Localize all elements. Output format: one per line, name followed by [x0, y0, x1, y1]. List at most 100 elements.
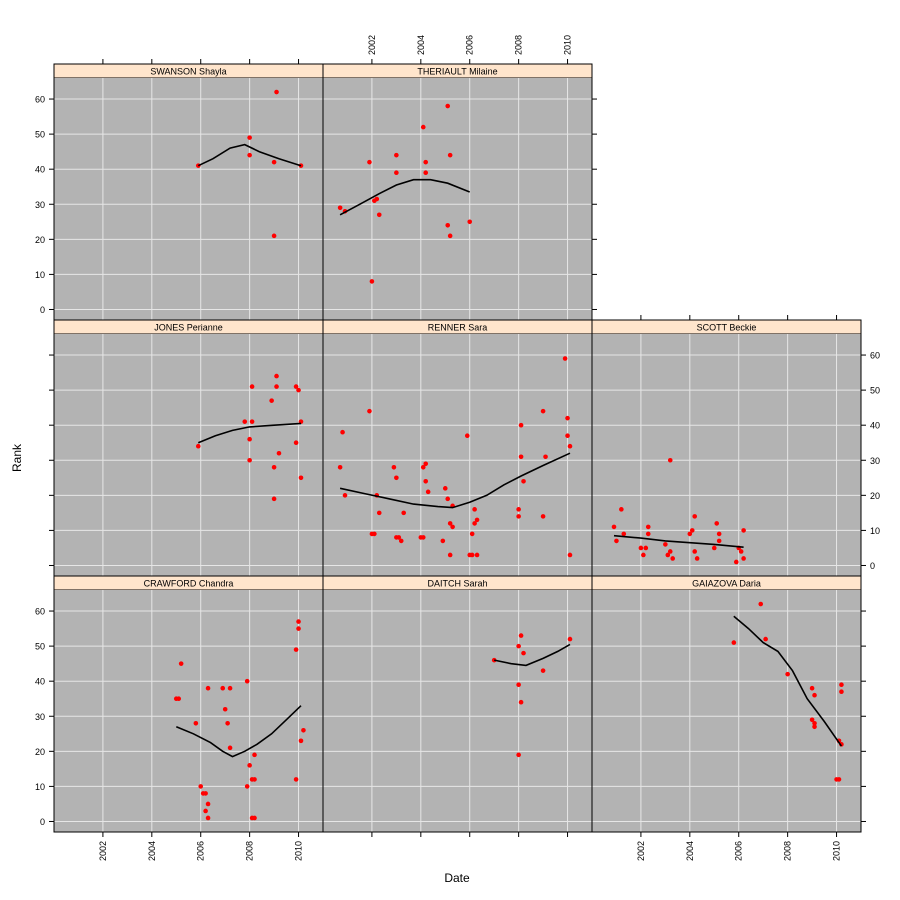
x-tick-label: 2008 [783, 841, 793, 861]
data-point [731, 640, 737, 645]
panel-title: CRAWFORD Chandra [144, 579, 234, 589]
data-point [516, 507, 521, 512]
data-point [420, 124, 426, 130]
y-tick-label: 10 [35, 782, 45, 792]
data-point [645, 524, 651, 530]
axes-layer: 0 10 20 30 40 50 60 0 10 20 30 40 50 60 0 10 20 30 40 50 60 2… [35, 35, 880, 861]
data-point [641, 552, 646, 558]
data-point [716, 531, 722, 537]
y-tick-label: 40 [35, 165, 45, 175]
smooth-line [494, 643, 571, 667]
y-tick-label: 30 [35, 712, 45, 722]
data-point [445, 103, 451, 109]
panel-title: THERIAULT Milaine [417, 67, 497, 77]
data-point [741, 556, 746, 561]
data-point [227, 685, 233, 691]
data-point [271, 496, 277, 502]
x-axis-col-2 [640, 315, 838, 320]
panel-title: DAITCH Sarah [427, 579, 487, 589]
data-point [645, 531, 651, 537]
y-tick-label: 20 [870, 491, 880, 501]
y-axis-row-0 [592, 98, 597, 310]
data-point [614, 538, 619, 544]
data-point [812, 724, 817, 730]
data-point [423, 159, 429, 165]
data-point [450, 524, 455, 530]
data-point [445, 496, 451, 502]
data-point [398, 538, 404, 544]
x-axis-col-2: 2002 2004 2006 2008 2010 [636, 832, 842, 861]
data-point [423, 170, 429, 175]
x-axis-col-1 [371, 832, 569, 837]
data-point [474, 517, 480, 523]
data-point [839, 682, 844, 687]
panel-background [592, 334, 861, 576]
x-tick-label: 2002 [98, 841, 108, 861]
data-point [521, 479, 526, 484]
data-point [376, 510, 382, 516]
y-tick-label: 50 [870, 386, 880, 396]
data-point [540, 514, 546, 519]
data-point [337, 205, 343, 211]
data-point [711, 545, 717, 551]
panel-background [323, 78, 592, 320]
panel-background [592, 590, 861, 832]
panel-background [323, 590, 592, 832]
data-point [203, 808, 208, 814]
data-point [839, 689, 844, 695]
x-tick-label: 2006 [465, 35, 475, 55]
data-point [205, 801, 211, 807]
x-tick-label: 2004 [685, 841, 695, 861]
smooth-line [175, 705, 302, 758]
y-tick-label: 60 [870, 351, 880, 361]
panel-5: CRAWFORD Chandra [53, 575, 324, 833]
panel-6: DAITCH Sarah [322, 575, 593, 833]
data-point [247, 135, 252, 140]
y-axis-row-2 [861, 610, 866, 822]
data-point [247, 436, 252, 442]
data-point [611, 524, 617, 530]
y-tick-label: 0 [870, 561, 875, 571]
data-point [376, 212, 382, 218]
data-point [274, 89, 279, 95]
data-point [491, 657, 497, 663]
panel-4: SCOTT Beckie [591, 319, 862, 577]
x-tick-label: 2010 [294, 841, 304, 861]
panel-title: RENNER Sara [428, 323, 488, 333]
smooth-line [197, 143, 302, 167]
data-point [518, 454, 524, 460]
panel-3: RENNER Sara [322, 319, 593, 577]
panel-title: SWANSON Shayla [150, 67, 226, 77]
y-tick-label: 20 [35, 235, 45, 245]
data-point [203, 791, 208, 796]
data-point [521, 650, 526, 656]
data-point [540, 668, 546, 673]
data-point [447, 152, 453, 158]
data-point [518, 422, 524, 428]
data-point [274, 373, 279, 379]
data-point [565, 433, 570, 439]
smooth-line [339, 452, 571, 509]
data-point [252, 777, 257, 782]
data-point [567, 552, 573, 558]
data-point [342, 493, 348, 498]
data-point [396, 535, 402, 540]
data-point [565, 415, 570, 421]
panel-background [54, 78, 323, 320]
x-axis-col-1: 2002 2004 2006 2008 2010 [367, 35, 573, 64]
data-point [716, 538, 722, 544]
data-point [176, 696, 182, 702]
data-point [298, 738, 304, 744]
y-tick-label: 60 [35, 607, 45, 617]
data-point [741, 528, 746, 533]
data-point [372, 531, 377, 537]
data-point [269, 398, 274, 403]
smooth-line [339, 178, 470, 216]
panel-2: JONES Perianne [53, 319, 324, 577]
data-point [252, 752, 257, 758]
data-point [425, 489, 431, 495]
data-point [195, 443, 201, 449]
data-point [469, 531, 475, 537]
data-point [442, 486, 448, 491]
y-tick-label: 40 [870, 421, 880, 431]
